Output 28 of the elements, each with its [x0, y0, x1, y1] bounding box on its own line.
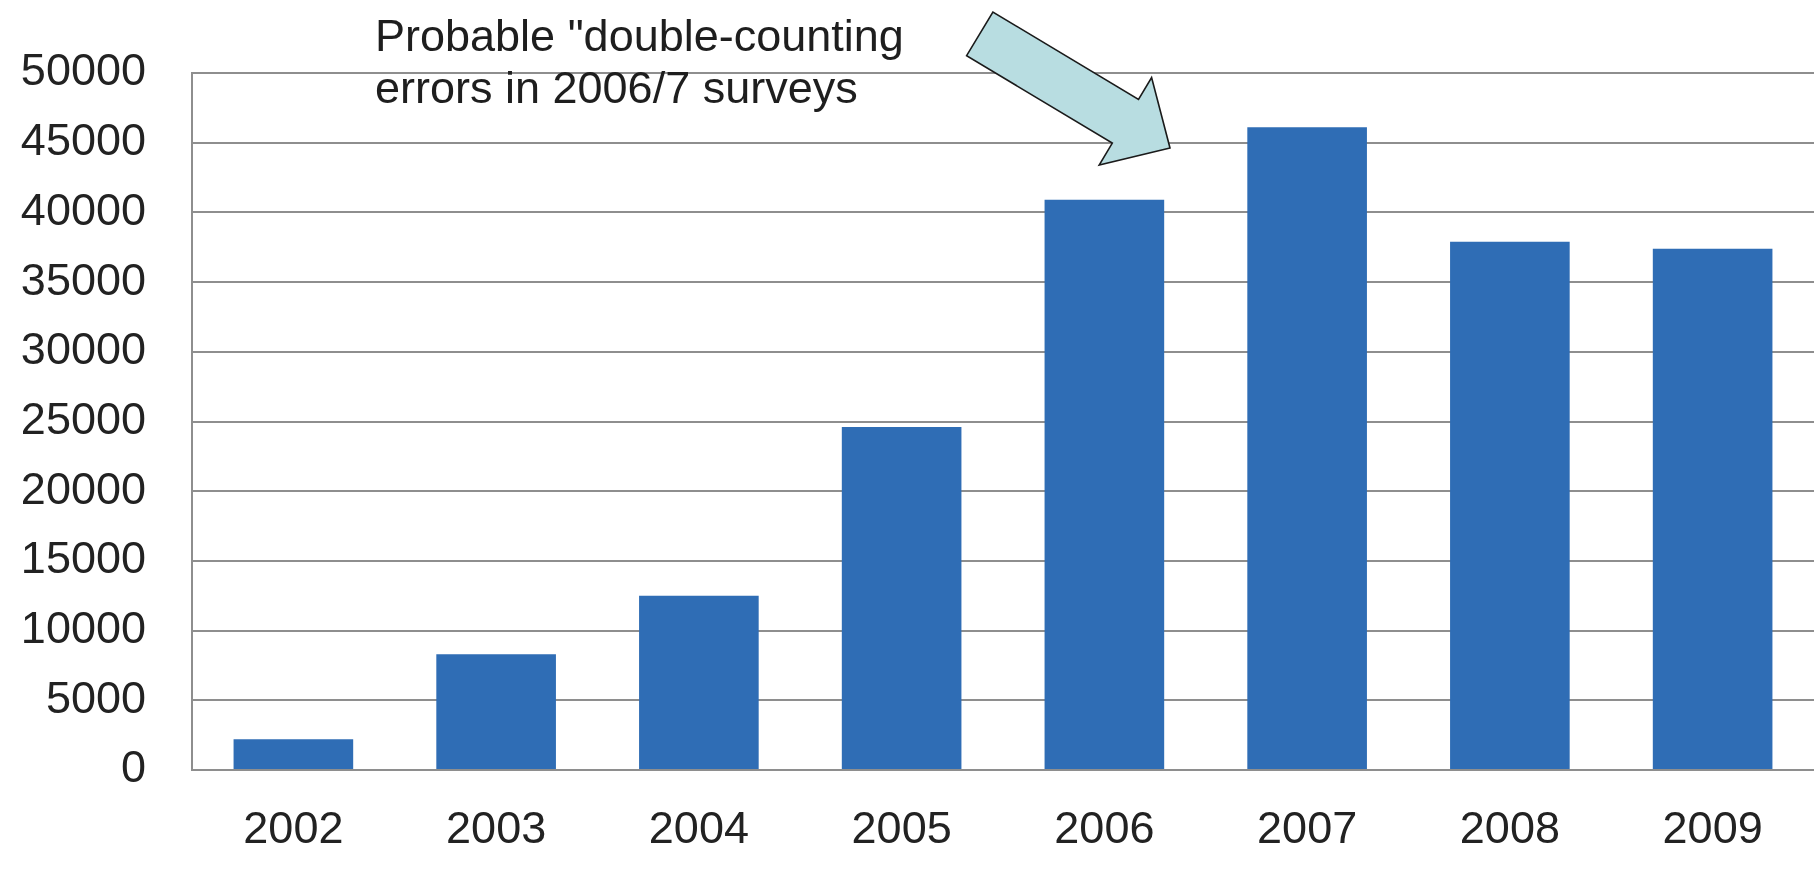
bar [1044, 199, 1165, 769]
y-tick-label: 5000 [45, 671, 146, 723]
y-tick-label: 0 [120, 741, 146, 793]
y-tick-label: 40000 [20, 183, 146, 235]
y-tick-label: 10000 [20, 602, 146, 654]
y-tick-label: 35000 [20, 253, 146, 305]
x-tick-label: 2005 [851, 802, 952, 854]
bar [639, 595, 759, 769]
x-tick-label: 2009 [1662, 802, 1763, 854]
x-tick-label: 2003 [446, 802, 547, 854]
bar [436, 654, 556, 769]
bar [1450, 241, 1570, 769]
y-tick-label: 45000 [20, 114, 146, 166]
x-tick-label: 2002 [243, 802, 344, 854]
y-tick-label: 30000 [20, 323, 146, 375]
y-tick-label: 50000 [20, 44, 146, 96]
x-tick-label: 2004 [648, 802, 749, 854]
bar [1652, 248, 1773, 769]
x-tick-label: 2007 [1257, 802, 1358, 854]
y-tick-label: 15000 [20, 532, 146, 584]
x-tick-label: 2006 [1054, 802, 1155, 854]
annotation: Probable "double-counting errors in 2006/7 surveys [375, 10, 905, 114]
x-tick-label: 2008 [1459, 802, 1560, 854]
bar [233, 739, 354, 769]
y-tick-label: 20000 [20, 462, 146, 514]
y-tick-label: 25000 [20, 392, 146, 444]
bar [1247, 127, 1367, 769]
bar [841, 427, 962, 769]
